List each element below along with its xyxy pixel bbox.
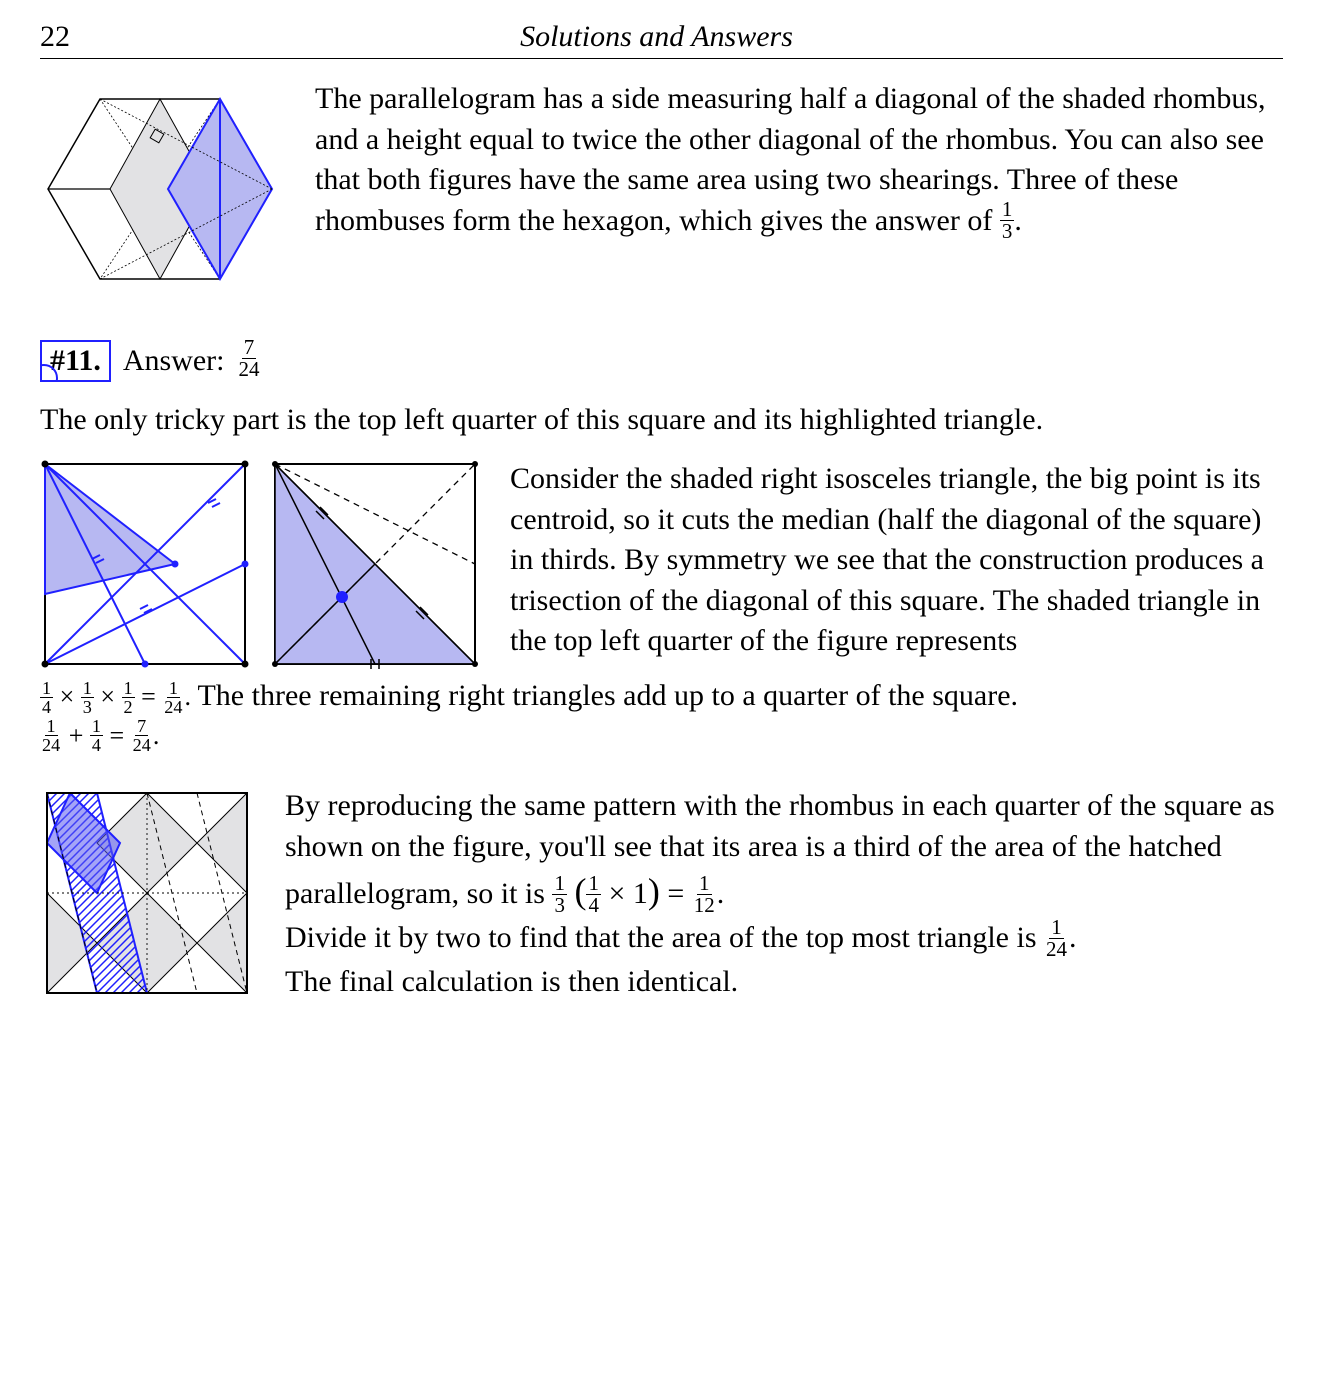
times: × [60, 682, 81, 711]
rparen: ) [648, 871, 660, 911]
tail: . [717, 877, 725, 910]
eq: = [109, 721, 130, 750]
period: . [153, 721, 160, 750]
frac: 724 [131, 717, 153, 754]
period: . [184, 682, 197, 711]
math-lines: 14 × 13 × 12 = 124. The three remaining … [40, 675, 1283, 756]
block-rhombus: By reproducing the same pattern with the… [40, 786, 1283, 1002]
eq: = [141, 682, 162, 711]
answer-label: Answer: [123, 344, 225, 378]
text: The parallelogram has a side measuring h… [315, 82, 1266, 237]
figure-rhombus-pattern [40, 786, 255, 1002]
intro-text: The only tricky part is the top left qua… [40, 400, 1283, 439]
fraction: 13 [1000, 199, 1015, 242]
figure-hexagon [40, 79, 285, 299]
text: The final calculation is then identical. [285, 965, 738, 998]
sentence: The three remaining right triangles add … [197, 679, 1018, 712]
paragraph-rhombus: By reproducing the same pattern with the… [285, 786, 1283, 1002]
frac: 124 [162, 679, 184, 716]
eq: = [660, 877, 692, 910]
figure-square-left [40, 459, 250, 669]
frac: 14 [40, 679, 53, 716]
tail: . [1069, 921, 1077, 954]
two-figures [40, 459, 480, 669]
block-squares: Consider the shaded right isosceles tria… [40, 459, 1283, 669]
paragraph-hexagon: The parallelogram has a side measuring h… [315, 79, 1283, 299]
lparen: ( [574, 871, 586, 911]
text: By reproducing the same pattern with the… [285, 789, 1275, 910]
paragraph-centroid: Consider the shaded right isosceles tria… [510, 459, 1283, 662]
text: Divide it by two to find that the area o… [285, 921, 1044, 954]
block-hexagon: The parallelogram has a side measuring h… [40, 79, 1283, 299]
frac: 14 [90, 717, 103, 754]
page: 22 Solutions and Answers [0, 0, 1323, 1092]
answer-line: #11. Answer: 724 [40, 339, 1283, 382]
frac: 12 [122, 679, 135, 716]
frac: 124 [1044, 917, 1069, 960]
tail: . [1014, 204, 1022, 237]
figure-square-right [270, 459, 480, 669]
frac: 13 [552, 873, 567, 916]
frac: 112 [692, 873, 717, 916]
answer-fraction: 724 [237, 337, 262, 380]
page-header: 22 Solutions and Answers [40, 20, 1283, 59]
times: × [100, 682, 121, 711]
frac: 13 [81, 679, 94, 716]
plus: + [69, 721, 90, 750]
header-title: Solutions and Answers [30, 20, 1283, 54]
mid: × 1 [601, 877, 648, 910]
intro-11: The only tricky part is the top left qua… [40, 400, 1283, 439]
frac: 124 [40, 717, 62, 754]
answer-badge: #11. [40, 340, 111, 382]
frac: 14 [586, 873, 601, 916]
text: Consider the shaded right isosceles tria… [510, 462, 1264, 657]
